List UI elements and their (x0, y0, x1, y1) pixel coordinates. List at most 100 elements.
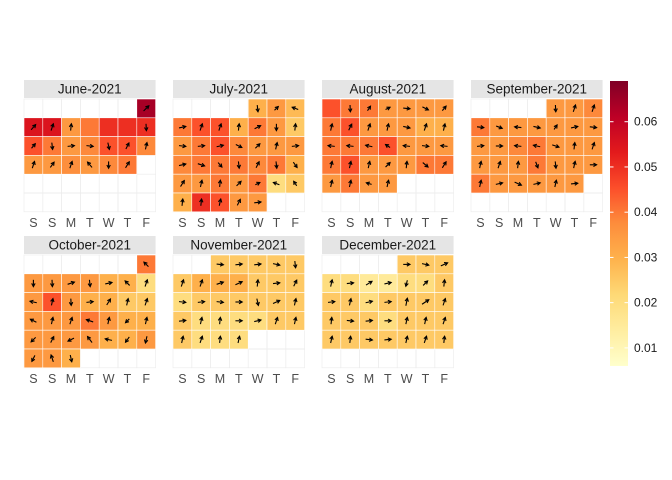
wind-arrow-head (593, 125, 598, 130)
wind-arrow-head (49, 353, 55, 359)
wind-arrow (365, 144, 373, 148)
wind-arrow-head (274, 105, 280, 111)
wind-arrow (348, 161, 352, 169)
wind-arrow (442, 317, 446, 325)
wind-arrow-head (106, 145, 111, 151)
wind-arrow-head (293, 279, 298, 284)
wind-arrow (495, 182, 503, 185)
wind-arrow-head (180, 278, 185, 284)
wind-arrow-head (553, 123, 558, 129)
wind-arrow-head (238, 262, 244, 267)
wind-arrow-head (276, 280, 281, 286)
weekday-label: M (364, 216, 374, 230)
empty-cell (583, 173, 603, 194)
wind-arrow-head (293, 122, 298, 128)
wind-arrow (405, 336, 408, 344)
wind-arrow (180, 279, 185, 287)
empty-cell (470, 98, 491, 119)
wind-arrow (272, 263, 280, 266)
wind-arrow (216, 281, 224, 285)
panel-strip (173, 80, 305, 98)
weekday-label: S (346, 372, 354, 386)
wind-arrow (125, 161, 130, 169)
wind-arrow-head (124, 319, 130, 324)
empty-cell (191, 254, 211, 275)
wind-arrow-head (217, 179, 223, 184)
colorbar-tick-label: 0.01 (634, 341, 658, 355)
empty-cell (23, 192, 44, 213)
weekday-label: F (142, 372, 150, 386)
wind-arrow (126, 298, 129, 306)
wind-arrow-head (180, 179, 185, 185)
wind-arrow-head (425, 299, 430, 304)
wind-arrow-head (106, 164, 111, 170)
panel-title: October-2021 (49, 238, 132, 253)
wind-arrow-head (345, 143, 351, 149)
wind-arrow-head (201, 299, 206, 305)
wind-arrow (533, 182, 541, 185)
wind-arrow-head (272, 181, 278, 186)
wind-arrow (573, 161, 576, 169)
wind-arrow (144, 279, 148, 287)
wind-arrow (570, 125, 578, 129)
empty-cell (434, 173, 454, 194)
wind-arrow-head (276, 262, 281, 267)
wind-arrow-head (50, 122, 55, 128)
wind-arrow (421, 263, 429, 266)
empty-cell (117, 98, 138, 119)
wind-arrow-head (329, 278, 334, 284)
wind-arrow (50, 123, 54, 131)
empty-cell (321, 348, 342, 369)
wind-arrow (365, 300, 373, 304)
wind-arrow-head (89, 299, 95, 305)
weekday-label: S (197, 216, 205, 230)
wind-arrow-head (387, 299, 393, 305)
wind-arrow-head (86, 335, 92, 341)
wind-arrow-head (31, 142, 37, 148)
empty-cell (229, 348, 249, 369)
wind-arrow-head (238, 318, 244, 324)
weekday-label: W (550, 216, 562, 230)
empty-cell (172, 98, 193, 119)
wind-arrow-head (219, 143, 225, 149)
weekday-label: F (291, 216, 299, 230)
wind-arrow-head (513, 143, 519, 149)
wind-arrow (591, 104, 595, 112)
empty-cell (247, 329, 268, 350)
wind-arrow-head (404, 282, 409, 288)
wind-arrow (216, 144, 224, 148)
empty-cell (508, 192, 528, 213)
wind-arrow-head (367, 105, 372, 110)
empty-cell (321, 254, 342, 275)
wind-arrow-head (368, 299, 374, 305)
wind-arrow-head (199, 197, 204, 203)
wind-arrow (106, 298, 111, 306)
wind-arrow-head (182, 299, 187, 305)
wind-arrow (367, 161, 371, 169)
empty-cell (434, 348, 454, 369)
empty-cell (80, 173, 100, 194)
weekday-label: W (401, 372, 413, 386)
wind-arrow (533, 144, 541, 148)
wind-arrow (330, 123, 333, 131)
panel-title: August-2021 (350, 82, 427, 97)
wind-arrow-head (385, 179, 391, 184)
wind-arrow (274, 317, 279, 325)
empty-cell (61, 173, 81, 194)
wind-arrow-head (425, 262, 430, 267)
wind-arrow-head (144, 127, 149, 132)
empty-cell (61, 192, 81, 213)
wind-arrow-head (66, 337, 72, 342)
empty-cell (191, 98, 211, 119)
wind-arrow (330, 180, 333, 188)
wind-arrow-head (274, 141, 279, 147)
wind-arrow-head (50, 161, 55, 166)
weekday-label: S (178, 372, 186, 386)
wind-arrow-head (368, 318, 374, 323)
wind-arrow-head (68, 301, 74, 307)
wind-arrow-head (329, 335, 334, 340)
empty-cell (545, 192, 566, 213)
wind-arrow-head (348, 160, 353, 166)
wind-arrow (386, 180, 390, 188)
